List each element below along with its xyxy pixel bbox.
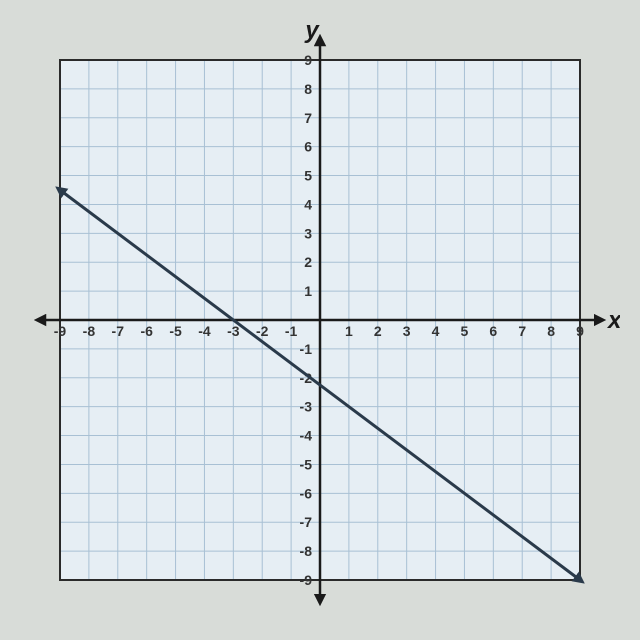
x-tick-label: -1	[285, 323, 298, 339]
y-tick-label: -5	[300, 456, 313, 472]
x-tick-label: -4	[198, 323, 211, 339]
x-tick-label: 4	[432, 323, 440, 339]
y-tick-label: 7	[304, 110, 312, 126]
y-tick-label: -4	[300, 428, 313, 444]
y-tick-label: -1	[300, 341, 313, 357]
x-tick-label: 3	[403, 323, 411, 339]
x-tick-label: 5	[461, 323, 469, 339]
y-tick-label: 3	[304, 225, 312, 241]
y-tick-label: -8	[300, 543, 313, 559]
y-tick-label: -7	[300, 514, 313, 530]
x-tick-label: 2	[374, 323, 382, 339]
y-tick-label: 1	[304, 283, 312, 299]
x-tick-label: -7	[112, 323, 125, 339]
y-tick-label: 5	[304, 168, 312, 184]
x-tick-label: -3	[227, 323, 240, 339]
x-tick-label: -9	[54, 323, 67, 339]
y-tick-label: -6	[300, 485, 313, 501]
x-tick-label: 9	[576, 323, 584, 339]
x-tick-label: 6	[489, 323, 497, 339]
y-tick-label: 8	[304, 81, 312, 97]
y-tick-label: -9	[300, 572, 313, 588]
y-tick-label: 9	[304, 52, 312, 68]
x-tick-label: -6	[140, 323, 153, 339]
x-axis-label: x	[606, 307, 620, 334]
x-tick-label: 7	[518, 323, 526, 339]
x-tick-label: 1	[345, 323, 353, 339]
x-tick-label: -8	[83, 323, 96, 339]
y-axis-label: y	[304, 20, 320, 44]
x-tick-label: -5	[169, 323, 182, 339]
y-tick-label: 4	[304, 196, 312, 212]
y-tick-label: 2	[304, 254, 312, 270]
coordinate-plane-chart: -9-8-7-6-5-4-3-2-1123456789-9-8-7-6-5-4-…	[20, 20, 620, 620]
y-tick-label: -3	[300, 399, 313, 415]
x-tick-label: 8	[547, 323, 555, 339]
y-tick-label: 6	[304, 139, 312, 155]
